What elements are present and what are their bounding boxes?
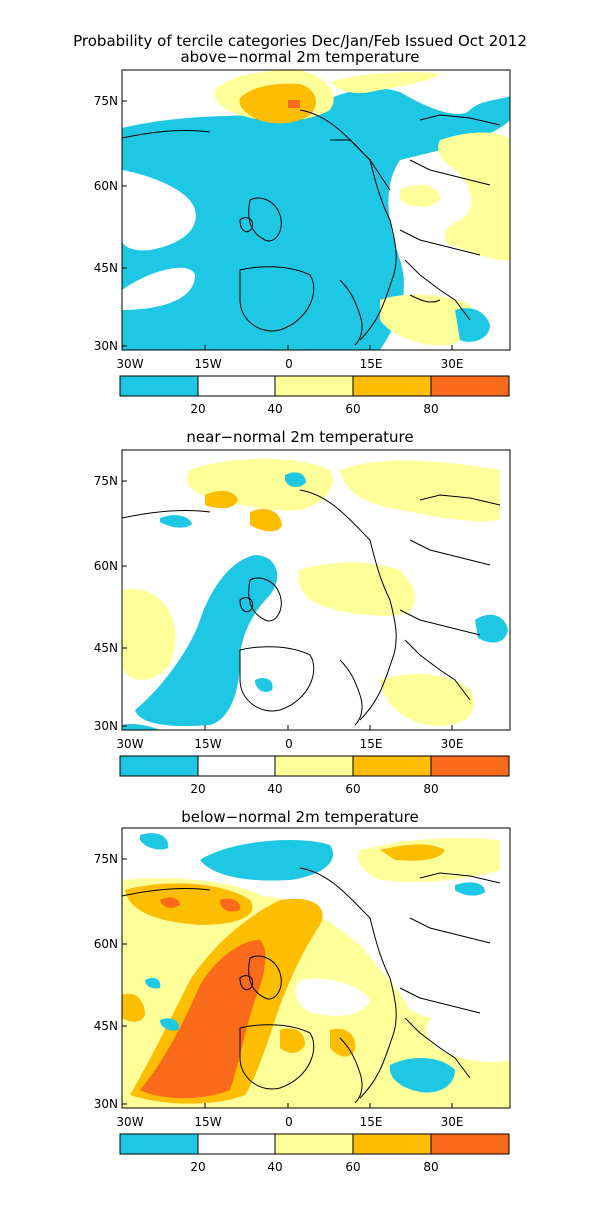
lat-label: 45N bbox=[93, 641, 118, 655]
panel-subtitle-near: near−normal 2m temperature bbox=[186, 428, 414, 446]
colorbar-label: 80 bbox=[423, 1160, 439, 1174]
figure-title: Probability of tercile categories Dec/Ja… bbox=[73, 32, 527, 50]
colorbar-label: 80 bbox=[423, 782, 439, 796]
map-above bbox=[121, 69, 511, 351]
lon-label: 30E bbox=[440, 357, 464, 371]
colorbar-label: 40 bbox=[267, 782, 283, 796]
panel-subtitle-above: above−normal 2m temperature bbox=[180, 48, 420, 66]
colorbar-label: 20 bbox=[190, 1160, 206, 1174]
colorbar-label: 80 bbox=[423, 402, 439, 416]
lon-label: 30E bbox=[440, 737, 464, 751]
lat-label: 60N bbox=[93, 559, 118, 573]
lat-label: 45N bbox=[93, 261, 118, 275]
lat-label: 30N bbox=[93, 1097, 118, 1111]
lon-label: 0 bbox=[285, 357, 293, 371]
lon-label: 30W bbox=[116, 1115, 144, 1129]
lat-label: 30N bbox=[93, 339, 118, 353]
lon-label: 30W bbox=[116, 737, 144, 751]
lon-label: 15W bbox=[194, 357, 222, 371]
colorbar-above bbox=[119, 375, 510, 397]
lon-label: 15E bbox=[359, 1115, 383, 1129]
colorbar-label: 20 bbox=[190, 782, 206, 796]
colorbar-label: 40 bbox=[267, 402, 283, 416]
panel-subtitle-below: below−normal 2m temperature bbox=[181, 808, 419, 826]
colorbar-label: 60 bbox=[345, 782, 361, 796]
lon-label: 15E bbox=[359, 357, 383, 371]
lon-label: 15W bbox=[194, 1115, 222, 1129]
colorbar-label: 20 bbox=[190, 402, 206, 416]
lat-label: 75N bbox=[93, 852, 118, 866]
map-near bbox=[119, 449, 511, 777]
colorbar-label: 60 bbox=[345, 1160, 361, 1174]
lat-label: 75N bbox=[93, 94, 118, 108]
lon-label: 15E bbox=[359, 737, 383, 751]
lon-label: 15W bbox=[194, 737, 222, 751]
lon-label: 30W bbox=[116, 357, 144, 371]
lat-label: 75N bbox=[93, 474, 118, 488]
lon-label: 30E bbox=[440, 1115, 464, 1129]
colorbar-label: 60 bbox=[345, 402, 361, 416]
lat-label: 60N bbox=[93, 179, 118, 193]
lat-label: 45N bbox=[93, 1019, 118, 1033]
lon-label: 0 bbox=[285, 737, 293, 751]
lat-label: 30N bbox=[93, 719, 118, 733]
lon-label: 0 bbox=[285, 1115, 293, 1129]
colorbar-label: 40 bbox=[267, 1160, 283, 1174]
lat-label: 60N bbox=[93, 937, 118, 951]
